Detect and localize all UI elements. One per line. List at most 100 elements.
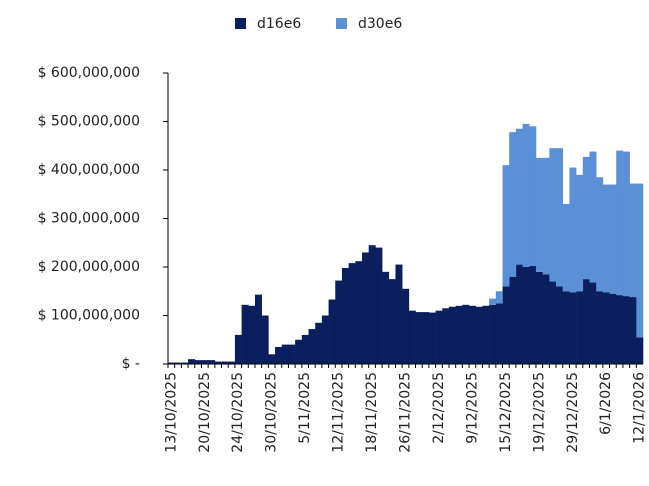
x-tick-label: 2/12/2025 (431, 372, 447, 444)
bar-segment (315, 322, 323, 364)
bar-segment (542, 274, 550, 364)
bar-segment (362, 252, 370, 364)
y-tick-label: $ 200,000,000 (38, 259, 140, 275)
bar-segment (515, 264, 523, 364)
bar-segment (422, 312, 430, 364)
bar-segment (241, 304, 249, 364)
bar-segment (455, 305, 463, 364)
bar-segment (428, 312, 436, 364)
y-tick-label: $ 500,000,000 (38, 114, 140, 130)
bar-segment (181, 362, 189, 364)
bar-segment (408, 310, 416, 364)
bar-segment (522, 267, 530, 364)
x-tick-label: 15/12/2025 (498, 372, 514, 453)
y-tick-label: $ 600,000,000 (38, 65, 140, 81)
bar-segment (549, 281, 557, 364)
bar-segment (589, 282, 597, 364)
bar-segment (435, 310, 443, 364)
bar-segment (622, 151, 630, 297)
bar-segment (582, 156, 590, 280)
legend-label: d30e6 (358, 16, 402, 32)
bar-segment (589, 151, 597, 283)
bar-segment (168, 362, 175, 364)
x-tick-label: 18/11/2025 (364, 372, 380, 453)
x-tick-label: 29/12/2025 (565, 372, 581, 453)
bar-segment (281, 344, 289, 364)
bar-segment (569, 167, 577, 293)
x-tick-label: 12/1/2026 (632, 372, 648, 444)
bar-segment (348, 263, 356, 364)
bar-segment (382, 271, 390, 364)
bar-segment (482, 305, 490, 364)
x-tick-label: 5/11/2025 (297, 372, 313, 444)
bar-segment (261, 315, 269, 364)
bar-segment (254, 294, 262, 364)
x-tick-label: 20/10/2025 (197, 372, 213, 453)
bar-segment (368, 245, 376, 364)
bar-segment (562, 203, 570, 292)
bar-segment (489, 298, 497, 305)
bar-segment (201, 360, 209, 364)
bar-segment (248, 305, 256, 364)
bar-segment (301, 334, 309, 364)
bar-segment (308, 329, 316, 364)
bar-segment (462, 304, 470, 364)
bar-segment (268, 354, 276, 364)
bar-segment (495, 303, 503, 364)
bar-segment (174, 362, 182, 364)
bar-segment (288, 344, 296, 364)
bar-segment (602, 184, 610, 293)
y-tick-label: $ - (122, 356, 140, 372)
bar-segment (509, 276, 517, 364)
x-tick-label: 26/11/2025 (398, 372, 414, 453)
legend-swatch (235, 18, 246, 29)
legend-label: d16e6 (257, 16, 301, 32)
bar-segment (355, 261, 363, 364)
legend-swatch (336, 18, 347, 29)
bar-segment (636, 337, 644, 364)
bar-segment (214, 361, 222, 364)
bar-segment (495, 291, 503, 304)
x-tick-label: 13/10/2025 (163, 372, 179, 453)
bar-segment (328, 299, 336, 364)
bar-segment (448, 306, 456, 364)
x-tick-label: 30/10/2025 (264, 372, 280, 453)
bar-segment (509, 132, 517, 277)
bar-segment (596, 177, 604, 292)
y-tick-label: $ 400,000,000 (38, 162, 140, 178)
bar-segment (402, 288, 410, 364)
bar-segment (556, 148, 564, 287)
bar-segment (616, 295, 624, 364)
bar-segment (522, 123, 530, 267)
bar-segment (295, 339, 303, 364)
bar-segment (609, 184, 617, 294)
bar-segment (228, 361, 236, 364)
bar-segment (321, 315, 329, 364)
bar-segment (576, 291, 584, 364)
bar-segment (596, 291, 604, 364)
bar-segment (341, 267, 349, 364)
x-tick-label: 6/1/2026 (598, 372, 614, 435)
bar-segment (442, 308, 450, 364)
bar-segment (188, 359, 196, 364)
y-tick-label: $ 100,000,000 (38, 308, 140, 324)
bar-segment (502, 165, 510, 287)
bar-segment (556, 286, 564, 364)
bar-segment (535, 271, 543, 364)
bar-segment (275, 347, 283, 364)
bar-segment (489, 304, 497, 364)
bar-segment (629, 183, 637, 298)
bar-segment (388, 279, 396, 364)
bar-segment (469, 305, 477, 364)
bar-segment (529, 126, 537, 267)
bar-segment (529, 266, 537, 364)
x-tick-label: 12/11/2025 (331, 372, 347, 453)
bar-segment (609, 293, 617, 364)
bar-segment (616, 150, 624, 296)
bar-segment (194, 360, 202, 364)
bar-segment (395, 264, 403, 364)
bar-segment (208, 360, 216, 364)
bar-segment (535, 157, 543, 272)
bar-segment (375, 247, 383, 364)
